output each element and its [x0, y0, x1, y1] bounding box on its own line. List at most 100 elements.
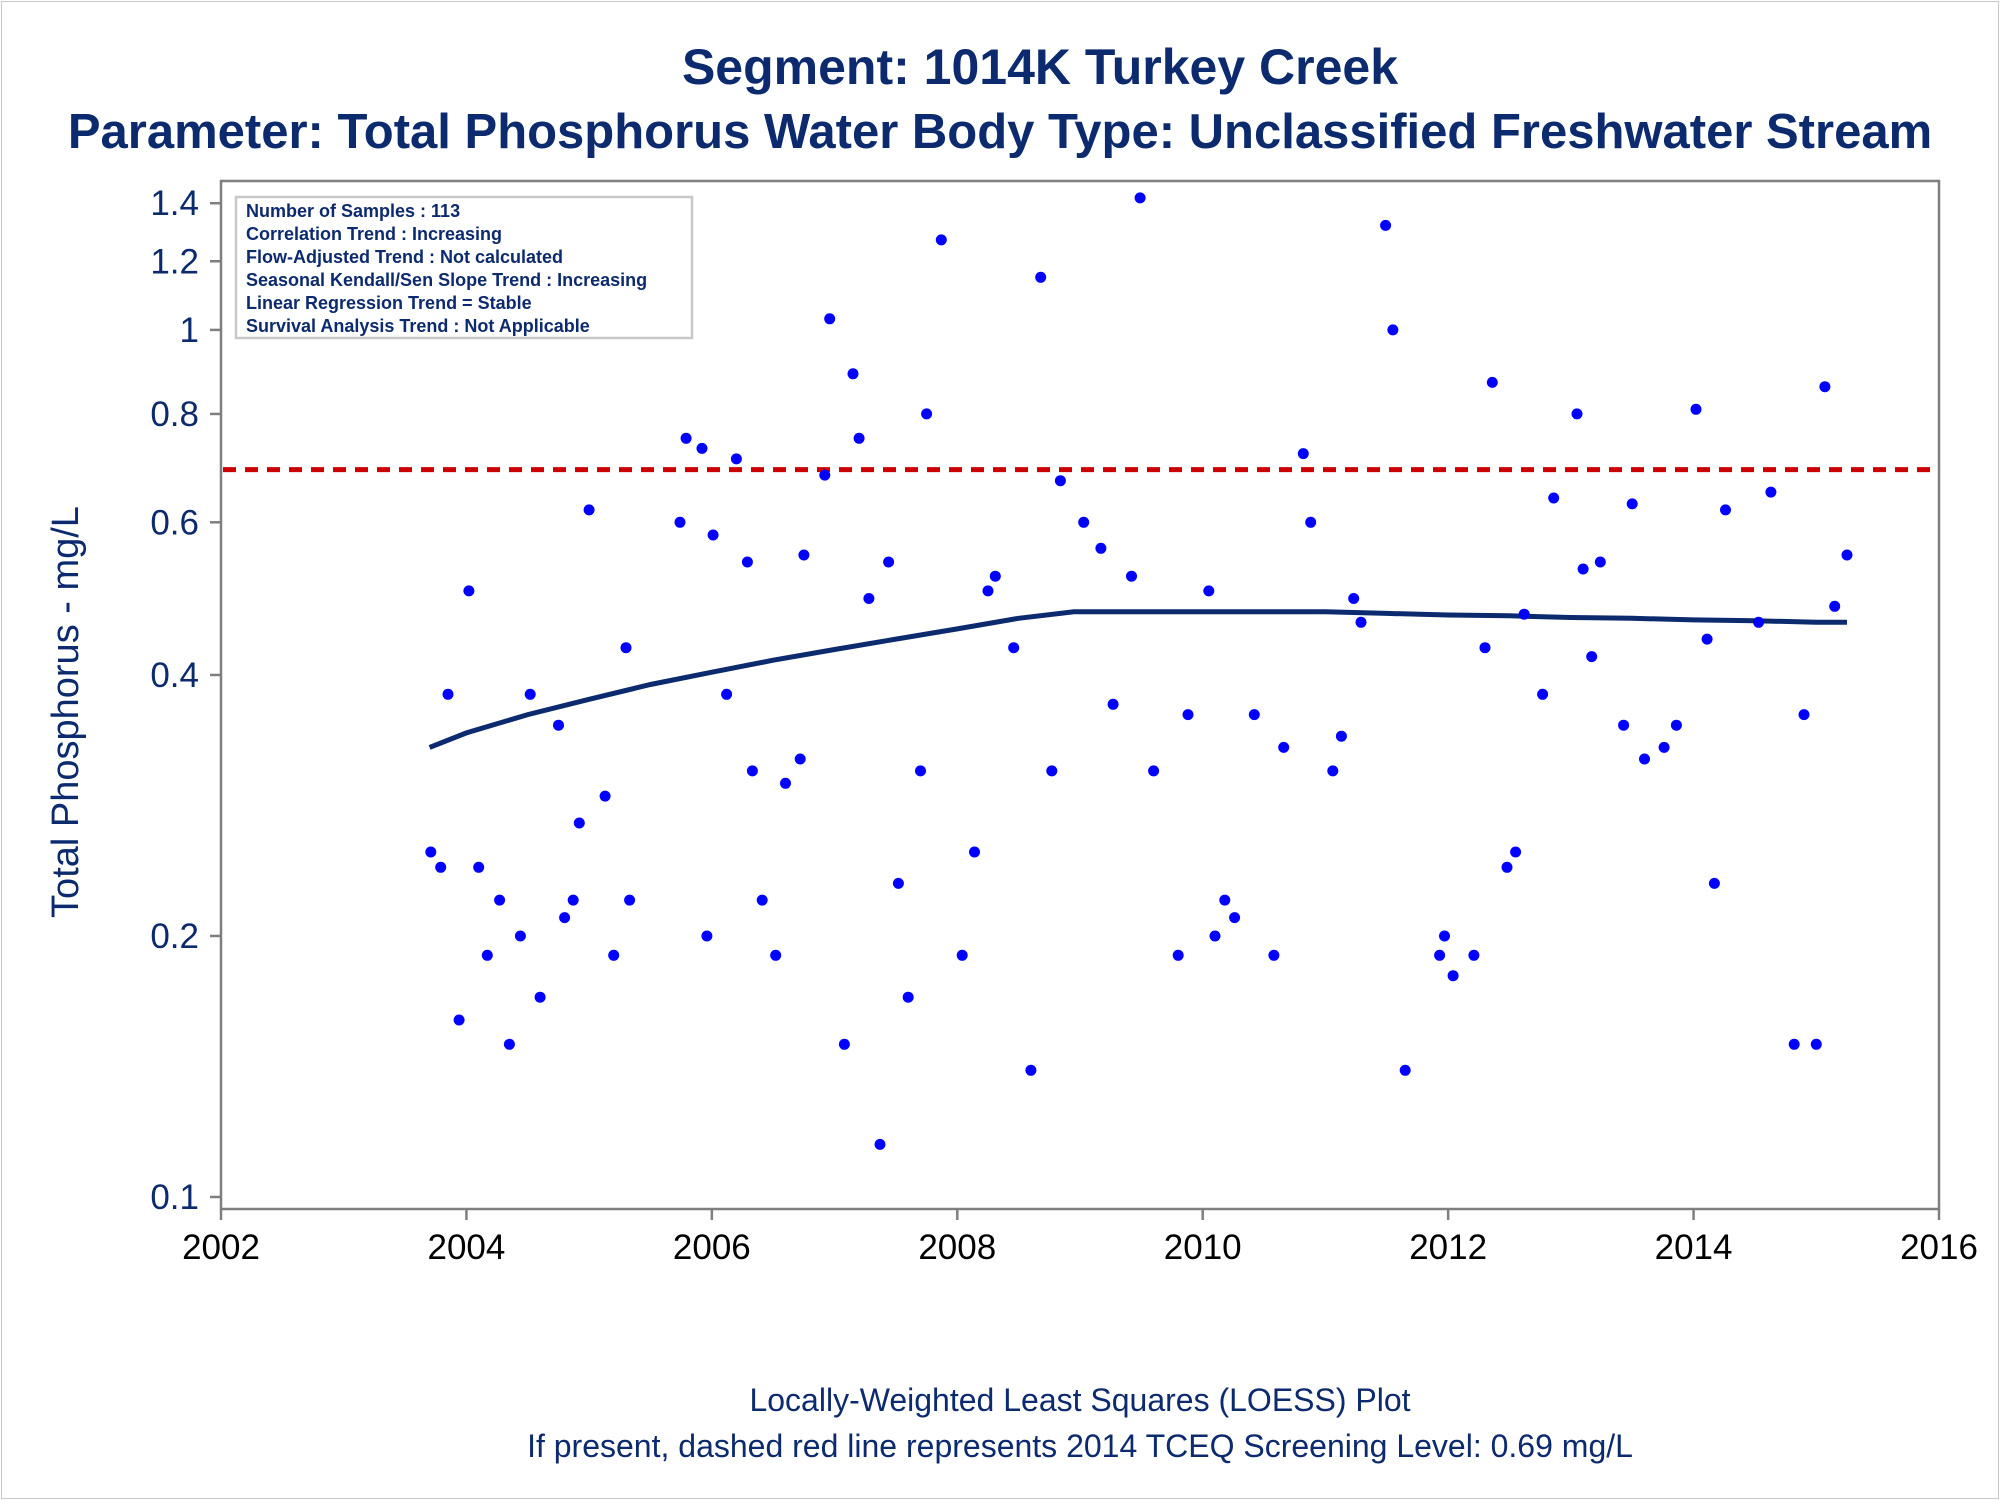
- y-tick-label-2: 0.4: [150, 656, 199, 695]
- data-point-103: [1708, 877, 1720, 889]
- data-point-45: [915, 765, 926, 777]
- data-point-29: [746, 765, 758, 777]
- y-tick-label-7: 1.4: [150, 184, 199, 223]
- data-point-69: [1248, 709, 1260, 721]
- data-point-6: [481, 949, 493, 961]
- data-point-39: [853, 432, 865, 444]
- data-point-36: [824, 313, 836, 325]
- data-point-108: [1798, 709, 1810, 721]
- data-point-104: [1720, 504, 1731, 516]
- data-point-96: [1618, 719, 1630, 731]
- info-line-seasonal-kendall: Seasonal Kendall/Sen Slope Trend : Incre…: [246, 270, 647, 290]
- x-tick-label-2016: 2016: [1900, 1228, 1978, 1267]
- data-point-35: [819, 469, 831, 481]
- data-point-51: [989, 570, 1001, 582]
- data-point-5: [473, 861, 485, 873]
- data-point-100: [1670, 719, 1682, 731]
- data-point-95: [1594, 556, 1606, 568]
- data-point-89: [1518, 608, 1530, 620]
- data-point-20: [624, 894, 636, 906]
- info-line-correlation: Correlation Trend : Increasing: [246, 224, 502, 244]
- data-point-63: [1172, 949, 1184, 961]
- data-point-105: [1753, 616, 1765, 628]
- data-point-102: [1701, 633, 1713, 645]
- data-point-42: [883, 556, 895, 568]
- info-line-linear-regression: Linear Regression Trend = Stable: [246, 293, 532, 313]
- data-point-106: [1765, 486, 1777, 498]
- info-line-survival: Survival Analysis Trend : Not Applicable: [246, 316, 590, 336]
- x-tick-label-2012: 2012: [1409, 1228, 1487, 1267]
- x-tick-label-2002: 2002: [182, 1228, 260, 1267]
- loess-curve: [428, 609, 1847, 750]
- data-point-44: [902, 991, 914, 1003]
- data-point-112: [1841, 549, 1853, 561]
- data-point-78: [1380, 219, 1392, 231]
- data-point-55: [1046, 765, 1058, 777]
- data-point-109: [1810, 1038, 1822, 1050]
- data-point-10: [524, 688, 536, 700]
- data-point-83: [1447, 970, 1459, 982]
- data-point-97: [1626, 498, 1638, 510]
- data-point-71: [1278, 741, 1290, 753]
- y-tick-label-4: 0.8: [150, 395, 199, 434]
- data-point-26: [721, 688, 733, 700]
- data-point-75: [1335, 730, 1347, 742]
- data-point-52: [1008, 642, 1020, 654]
- data-point-76: [1348, 593, 1360, 604]
- data-point-66: [1209, 930, 1221, 942]
- chart-subtitle: Parameter: Total Phosphorus Water Body T…: [67, 105, 1933, 159]
- data-point-13: [559, 912, 571, 924]
- data-point-48: [956, 949, 968, 961]
- data-point-61: [1134, 192, 1146, 204]
- data-point-8: [503, 1038, 515, 1050]
- y-tick-label-6: 1.2: [150, 242, 199, 281]
- data-point-16: [583, 504, 595, 516]
- trend-info-box: Number of Samples : 113 Correlation Tren…: [234, 195, 694, 340]
- data-point-81: [1434, 949, 1446, 961]
- data-point-67: [1219, 894, 1231, 906]
- data-point-47: [935, 234, 947, 246]
- y-tick-label-0: 0.1: [150, 1178, 199, 1217]
- data-point-11: [534, 991, 546, 1003]
- data-point-110: [1819, 381, 1831, 393]
- data-point-94: [1586, 651, 1598, 663]
- data-point-9: [514, 930, 526, 942]
- data-point-56: [1054, 475, 1066, 487]
- data-point-15: [573, 817, 585, 829]
- data-point-43: [892, 877, 904, 889]
- data-point-85: [1479, 642, 1491, 654]
- data-point-62: [1148, 765, 1160, 777]
- data-point-58: [1095, 542, 1107, 554]
- data-point-73: [1305, 516, 1317, 528]
- x-axis: 2002 2004 2006 2008 2010 2012 2014 2016: [182, 1209, 1978, 1267]
- y-axis-label: Total Phosphorus - mg/L: [45, 506, 87, 918]
- data-point-88: [1510, 846, 1522, 858]
- data-point-98: [1639, 753, 1650, 765]
- data-point-18: [608, 949, 620, 961]
- data-point-68: [1229, 912, 1241, 924]
- data-point-84: [1468, 949, 1480, 961]
- data-point-91: [1548, 492, 1560, 504]
- y-tick-label-1: 0.2: [150, 917, 199, 956]
- x-tick-label-2006: 2006: [673, 1228, 751, 1267]
- data-point-59: [1107, 698, 1119, 710]
- data-point-111: [1829, 600, 1841, 612]
- x-tick-label-2008: 2008: [918, 1228, 996, 1267]
- x-tick-label-2004: 2004: [427, 1228, 505, 1267]
- data-point-70: [1268, 949, 1280, 961]
- y-tick-label-3: 0.6: [150, 503, 199, 542]
- info-box-border: [234, 195, 694, 340]
- x-tick-label-2010: 2010: [1164, 1228, 1242, 1267]
- data-point-93: [1577, 563, 1589, 575]
- data-point-41: [874, 1138, 886, 1150]
- data-point-21: [674, 516, 686, 528]
- chart-title: Segment: 1014K Turkey Creek: [681, 39, 1399, 95]
- data-point-90: [1537, 688, 1549, 700]
- y-tick-label-5: 1: [180, 311, 199, 350]
- data-point-7: [494, 894, 506, 906]
- data-point-80: [1399, 1064, 1411, 1076]
- data-point-4: [463, 585, 475, 597]
- data-point-25: [707, 529, 719, 541]
- data-point-12: [553, 719, 564, 731]
